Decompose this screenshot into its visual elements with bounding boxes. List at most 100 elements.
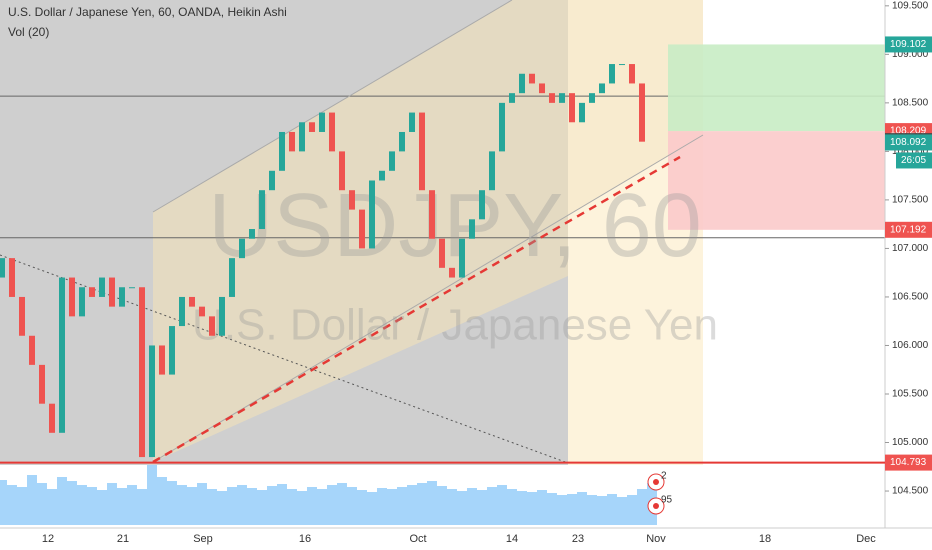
volume-bar [7,485,17,525]
volume-bar [587,495,597,525]
candle [0,258,5,278]
volume-bar [117,488,127,525]
volume-bar [557,495,567,525]
volume-bar [47,489,57,525]
volume-bar [407,485,417,525]
volume-bar [217,491,227,525]
volume-bar [537,490,547,525]
candle [519,73,525,94]
candle [419,112,425,191]
candle [619,64,625,66]
candle [99,277,105,297]
candle [239,238,245,259]
y-tick-label: 108.500 [892,98,929,109]
candle [369,180,375,249]
candle [409,112,415,132]
volume-bar [577,492,587,525]
volume-bar [567,494,577,525]
volume-bar [327,485,337,525]
candle [49,403,55,433]
candle [19,296,25,336]
volume-bar [507,489,517,525]
candle [459,238,465,278]
volume-bar [227,487,237,525]
y-tick-label: 109.000 [892,49,929,60]
volume-bar [367,492,377,525]
candle [549,93,555,103]
candle [599,83,605,94]
volume-bar [167,481,177,525]
candle [149,345,155,458]
candle [199,306,205,317]
candle [79,287,85,317]
volume-bar [427,481,437,525]
volume-bar [477,490,487,525]
candle [319,112,325,132]
price-label: 109.102 [890,39,927,50]
price-label: 108.209 [890,126,927,137]
y-tick-label: 108.000 [892,146,929,157]
y-tick-label: 109.500 [892,0,929,11]
volume-bar [277,484,287,525]
y-tick-label: 105.500 [892,389,929,400]
candle [269,170,275,191]
candle [259,190,265,230]
countdown: 26:05 [901,155,926,166]
y-tick-label: 107.000 [892,243,929,254]
price-label: 108.092 [890,137,927,148]
volume-bar [387,489,397,525]
channel-line [152,134,704,463]
volume-bar [597,496,607,525]
candle [159,345,165,375]
x-tick-label: 18 [759,533,771,545]
countdown-bg [896,152,932,169]
x-tick-label: 23 [572,533,584,545]
volume-bar [0,480,7,525]
target-zone [668,44,885,132]
volume-bar [147,465,157,525]
volume-bar [107,483,117,525]
volume-bar [497,485,507,525]
candle [529,73,535,84]
volume-bar [197,483,207,525]
candle [129,287,135,289]
volume-bar [257,490,267,525]
candle [139,287,145,458]
candle [639,83,645,142]
candle [439,238,445,268]
price-label: 104.793 [890,457,927,468]
y-tick-label: 107.500 [892,195,929,206]
candle [119,287,125,307]
volume-bar [27,475,37,525]
event-dot [653,503,659,509]
volume-bar [177,485,187,525]
candle [89,287,95,297]
candle [339,151,345,191]
chart-title: U.S. Dollar / Japanese Yen, 60, OANDA, H… [8,5,287,19]
volume-bar [437,486,447,525]
volume-bar [527,492,537,525]
volume-bar [77,485,87,525]
volume-bar [157,477,167,525]
candle [299,122,305,152]
volume-bar [467,488,477,525]
x-tick-label: 12 [42,533,54,545]
candle [489,151,495,191]
volume-bar [517,491,527,525]
candle [379,170,385,181]
volume-bar [447,489,457,525]
x-tick-label: 14 [506,533,518,545]
volume-bar [187,487,197,525]
volume-bar [137,489,147,525]
candle [309,122,315,132]
candle [469,219,475,239]
candle [249,229,255,239]
candle [399,131,405,152]
watermark: USDJPY, 60 [208,176,702,276]
volume-bar [547,493,557,525]
candle [169,326,175,375]
candle [509,93,515,103]
volume-bar [357,490,367,525]
volume-label: Vol (20) [8,25,49,39]
y-tick-label: 106.500 [892,292,929,303]
